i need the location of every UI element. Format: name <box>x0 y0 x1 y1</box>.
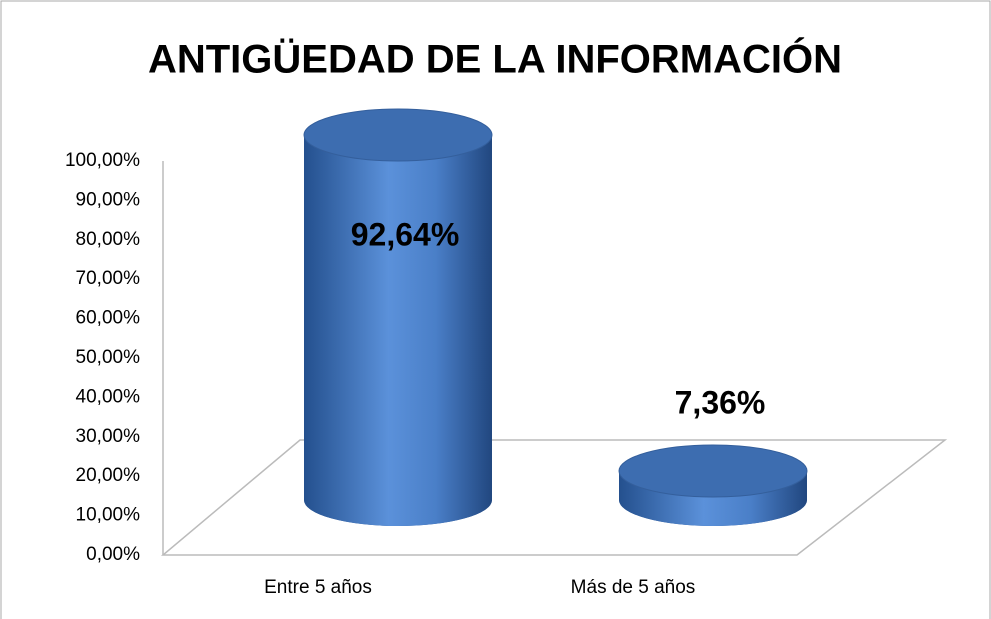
data-label: 92,64% <box>351 216 460 252</box>
y-tick-label: 0,00% <box>86 544 140 565</box>
y-tick-label: 60,00% <box>76 308 141 329</box>
y-tick-label: 80,00% <box>76 229 141 250</box>
y-tick-label: 40,00% <box>76 386 141 407</box>
chart-title: ANTIGÜEDAD DE LA INFORMACIÓN <box>148 36 842 82</box>
y-tick-label: 20,00% <box>76 465 141 486</box>
bar-body-cover <box>304 134 492 500</box>
floor <box>160 439 948 556</box>
y-tick-label: 30,00% <box>76 426 141 447</box>
y-tick-label: 70,00% <box>76 268 141 289</box>
y-tick-label: 50,00% <box>76 347 141 368</box>
data-label: 7,36% <box>675 384 766 420</box>
y-tick-label: 10,00% <box>76 505 141 526</box>
x-tick-label: Más de 5 años <box>571 577 696 598</box>
y-tick-label: 90,00% <box>76 189 141 210</box>
x-tick-label: Entre 5 años <box>264 577 372 598</box>
y-tick-label: 100,00% <box>65 150 140 171</box>
bar-top <box>618 444 808 498</box>
bar-top <box>303 108 493 162</box>
